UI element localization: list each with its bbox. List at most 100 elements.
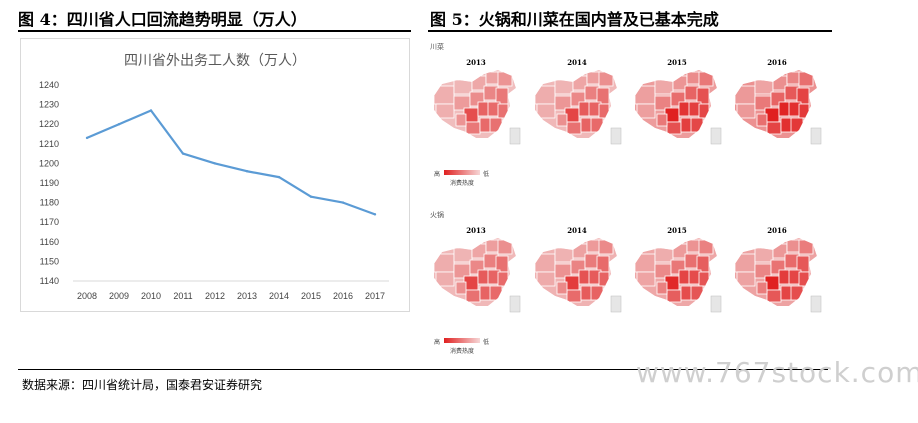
province-region [666, 289, 682, 303]
data-point [85, 136, 89, 140]
province-region [435, 271, 455, 287]
source-note: 数据来源：四川省统计局，国泰君安证券研究 [22, 378, 263, 392]
source-rule [18, 369, 828, 370]
province-region [495, 87, 509, 105]
province-region [636, 271, 656, 287]
province-region [735, 253, 756, 273]
y-tick-label: 1140 [40, 276, 59, 286]
province-region [489, 285, 503, 301]
map-year-label: 2015 [667, 226, 687, 235]
x-tick-label: 2014 [269, 291, 289, 301]
province-region [598, 271, 610, 287]
province-region [596, 87, 610, 105]
province-region [766, 289, 782, 303]
province-region [754, 247, 774, 263]
province-region [756, 281, 768, 295]
series-line [86, 109, 376, 216]
south-sea-inset [710, 295, 722, 313]
scale-caption: 消费热度 [450, 348, 475, 355]
province-region [434, 85, 455, 105]
china-heatmap [735, 70, 822, 145]
china-heatmap [434, 238, 521, 313]
x-tick-label: 2015 [301, 291, 321, 301]
south-sea-inset [610, 127, 622, 145]
data-point [341, 201, 345, 204]
south-sea-inset [710, 127, 722, 145]
province-region [455, 281, 467, 295]
province-region [636, 103, 656, 119]
data-point [149, 109, 153, 112]
china-heatmap [735, 238, 822, 313]
x-tick-label: 2009 [109, 291, 129, 301]
data-point [245, 170, 249, 173]
province-region [465, 289, 481, 303]
map-year-label: 2013 [466, 58, 486, 67]
province-region [453, 247, 473, 263]
title-rule-right [428, 30, 832, 32]
china-heatmap [535, 238, 622, 313]
map-year-label: 2016 [767, 226, 787, 235]
data-point [117, 123, 121, 126]
china-heatmap [434, 70, 521, 145]
data-point [309, 195, 313, 198]
south-sea-inset [509, 127, 521, 145]
figure-4-title: 图 4：四川省人口回流趋势明显（万人） [18, 10, 307, 29]
province-region [735, 85, 756, 105]
data-point [213, 162, 217, 165]
y-tick-label: 1200 [39, 158, 59, 168]
scale-low-label: 低 [483, 339, 490, 346]
province-region [497, 71, 513, 87]
x-tick-label: 2008 [77, 291, 97, 301]
x-tick-label: 2013 [237, 291, 257, 301]
x-tick-label: 2012 [205, 291, 225, 301]
province-region [698, 239, 714, 255]
y-tick-label: 1160 [40, 237, 59, 247]
y-tick-label: 1150 [40, 256, 59, 266]
province-region [434, 253, 455, 273]
province-region [536, 271, 556, 287]
province-region [590, 285, 604, 301]
province-region [566, 121, 582, 135]
province-region [554, 247, 574, 263]
data-point [181, 152, 185, 155]
province-region [535, 85, 556, 105]
province-region [536, 103, 556, 119]
map-section-label: 火锅 [430, 211, 444, 219]
y-tick-label: 1230 [39, 100, 59, 110]
y-tick-label: 1210 [39, 139, 59, 149]
province-region [566, 289, 582, 303]
province-region [736, 271, 756, 287]
scale-high-label: 高 [434, 339, 441, 346]
line-chart: 四川省外出务工人数（万人） 1140 1150 1160 1170 1180 1190 120… [39, 53, 389, 301]
province-region [554, 79, 574, 95]
province-region [666, 121, 682, 135]
province-region [798, 271, 810, 287]
province-region [798, 239, 814, 255]
y-tick-label: 1190 [40, 178, 59, 188]
province-region [556, 281, 568, 295]
province-region [598, 71, 614, 87]
y-tick-label: 1240 [39, 80, 59, 90]
province-region [790, 117, 804, 133]
province-region [598, 103, 610, 119]
province-region [698, 271, 710, 287]
province-region [635, 253, 656, 273]
province-region [690, 117, 704, 133]
province-region [556, 113, 568, 127]
province-region [635, 85, 656, 105]
province-region [535, 253, 556, 273]
province-region [654, 79, 674, 95]
province-region [690, 285, 704, 301]
south-sea-inset [810, 295, 822, 313]
figure-5-title: 图 5：火锅和川菜在国内普及已基本完成 [430, 10, 719, 29]
title-rule-left [18, 30, 411, 32]
province-region [435, 103, 455, 119]
y-tick-label: 1180 [40, 198, 59, 208]
province-region [698, 71, 714, 87]
x-tick-label: 2011 [173, 291, 192, 301]
data-point [373, 213, 377, 216]
province-region [497, 103, 509, 119]
province-region [698, 103, 710, 119]
x-tick-label: 2016 [333, 291, 353, 301]
province-region [696, 87, 710, 105]
